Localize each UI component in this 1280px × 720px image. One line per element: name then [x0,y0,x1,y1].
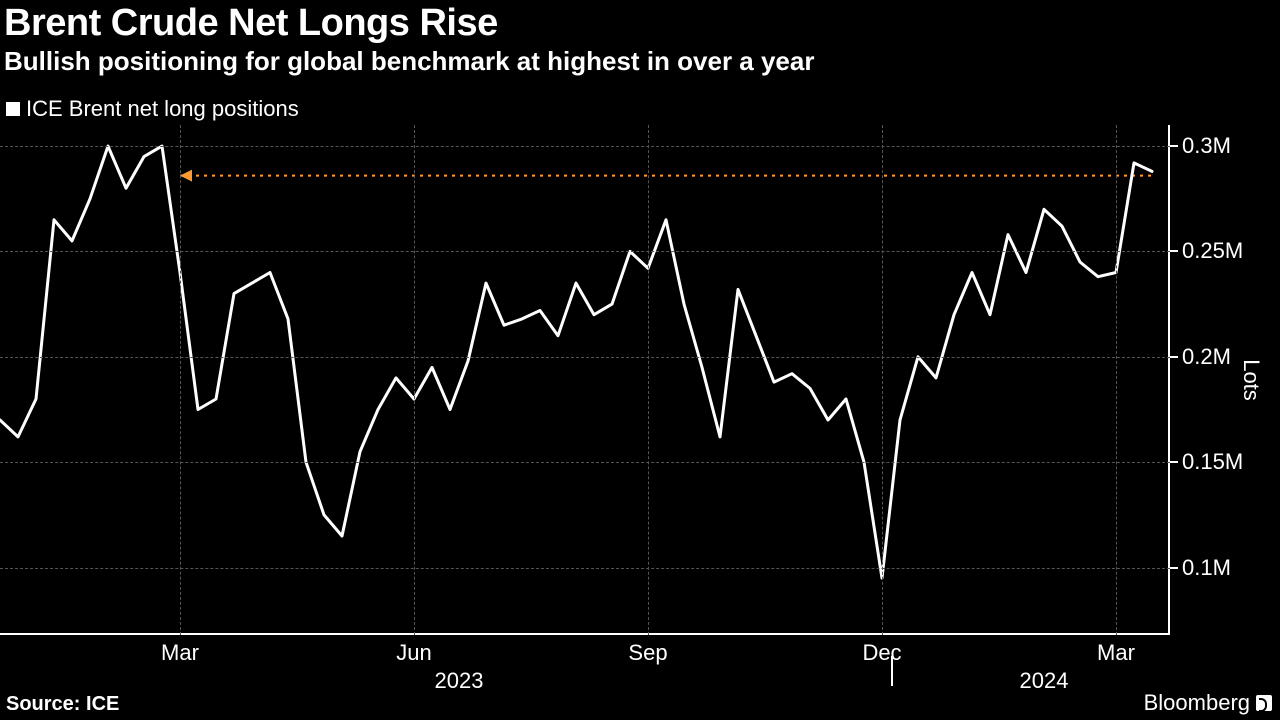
legend-label: ICE Brent net long positions [26,96,299,122]
gridline-vertical [414,125,415,635]
gridline-horizontal [0,357,1170,358]
x-tick-label: Sep [628,640,667,666]
y-tick [1170,356,1178,358]
gridline-horizontal [0,146,1170,147]
data-line [0,146,1152,578]
y-tick [1170,567,1178,569]
legend-swatch [6,102,20,116]
gridline-vertical [180,125,181,635]
gridline-horizontal [0,462,1170,463]
x-tick-label: Mar [161,640,199,666]
chart-container: Brent Crude Net Longs Rise Bullish posit… [0,0,1280,720]
line-layer [0,125,1170,635]
y-tick-label: 0.15M [1182,449,1243,475]
y-tick-label: 0.25M [1182,238,1243,264]
brand-badge-icon [1256,695,1272,711]
y-tick-label: 0.1M [1182,555,1231,581]
gridline-horizontal [0,251,1170,252]
year-boundary-tick [891,656,893,686]
brand-label: Bloomberg [1144,690,1272,716]
x-tick-label: Dec [862,640,901,666]
legend: ICE Brent net long positions [6,96,299,122]
gridline-horizontal [0,568,1170,569]
x-tick-label: Jun [396,640,431,666]
chart-title: Brent Crude Net Longs Rise [4,2,498,45]
y-tick-label: 0.2M [1182,344,1231,370]
x-tick-label: Mar [1097,640,1135,666]
y-tick [1170,250,1178,252]
gridline-vertical [1116,125,1117,635]
y-axis-title: Lots [1238,359,1264,401]
source-label: Source: ICE [6,693,119,716]
y-tick [1170,461,1178,463]
gridline-vertical [648,125,649,635]
x-year-label: 2024 [1020,668,1069,694]
x-year-label: 2023 [435,668,484,694]
gridline-vertical [882,125,883,635]
plot-area [0,125,1170,635]
y-tick [1170,145,1178,147]
reference-arrow-icon [180,170,192,182]
chart-subtitle: Bullish positioning for global benchmark… [4,46,814,77]
y-tick-label: 0.3M [1182,133,1231,159]
brand-text: Bloomberg [1144,690,1250,716]
